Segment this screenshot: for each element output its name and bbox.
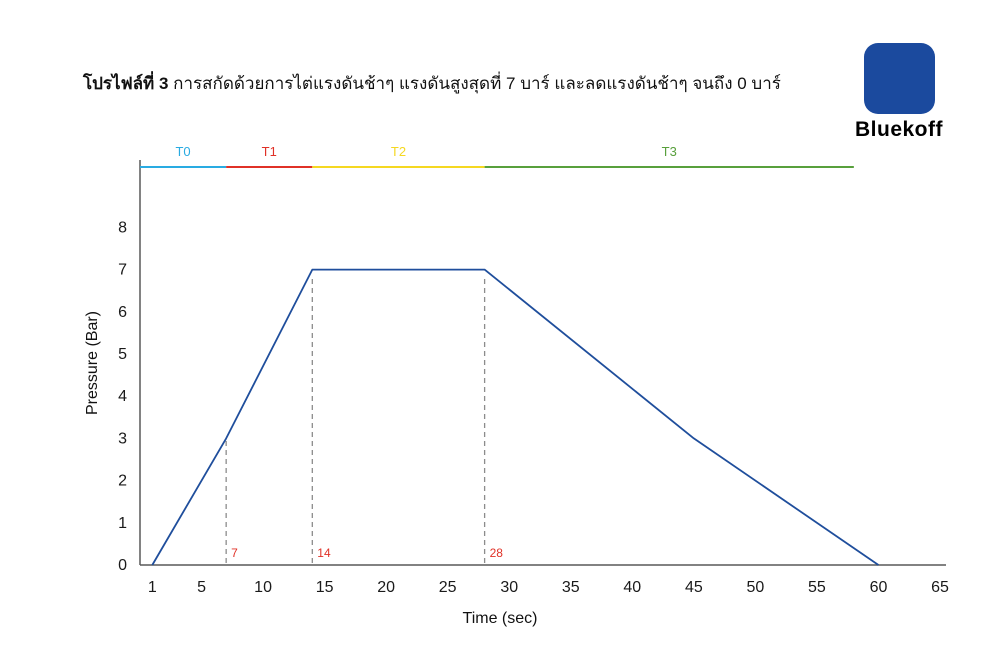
bluekoff-logo-text: Bluekoff [855,118,943,141]
y-tick-label: 0 [118,557,127,574]
x-tick-label: 25 [439,579,457,596]
chart-title-profile-number: โปรไฟล์ที่ 3 [83,74,169,93]
guide-label-14: 14 [317,546,331,560]
y-tick-label: 2 [118,473,127,490]
x-tick-label: 65 [931,579,949,596]
pressure-line [151,268,879,566]
phase-label-T1: T1 [262,144,277,159]
x-tick-label: 50 [746,579,764,596]
x-tick-label: 5 [197,579,206,596]
chart-title: โปรไฟล์ที่ 3 การสกัดด้วยการไต่แรงดันช้าๆ… [83,70,781,97]
x-tick-label: 55 [808,579,826,596]
x-tick-label: 60 [870,579,888,596]
y-tick-label: 8 [118,219,127,236]
x-tick-label: 35 [562,579,580,596]
chart-title-description: การสกัดด้วยการไต่แรงดันช้าๆ แรงดันสูงสุด… [168,74,781,93]
phase-label-T0: T0 [175,144,190,159]
y-tick-label: 4 [118,388,127,405]
guide-label-7: 7 [231,546,238,560]
y-tick-label: 6 [118,304,127,321]
phase-label-T2: T2 [391,144,406,159]
x-tick-label: 10 [254,579,272,596]
bluekoff-logo: Bluekoff [834,43,964,142]
guide-label-28: 28 [490,546,504,560]
phase-label-T3: T3 [662,144,677,159]
x-axis-title: Time (sec) [463,610,538,627]
x-tick-label: 30 [500,579,518,596]
y-tick-label: 1 [118,515,127,532]
x-tick-label: 45 [685,579,703,596]
x-tick-label: 20 [377,579,395,596]
x-tick-label: 1 [148,579,157,596]
y-tick-label: 7 [118,262,127,279]
y-tick-label: 5 [118,346,127,363]
x-tick-label: 40 [623,579,641,596]
y-axis-title: Pressure (Bar) [84,311,101,415]
x-tick-label: 15 [316,579,334,596]
y-tick-label: 3 [118,430,127,447]
bluekoff-logo-icon [863,43,935,114]
